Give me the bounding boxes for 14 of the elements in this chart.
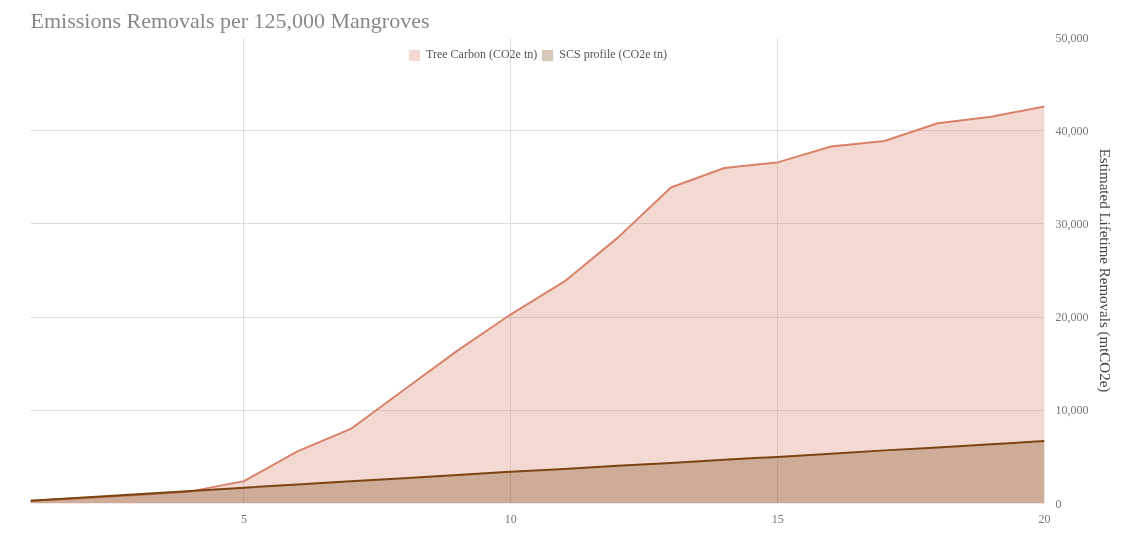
y-tick-label: 10,000: [1055, 403, 1089, 418]
x-tick-label: 20: [1038, 511, 1051, 526]
legend-label: SCS profile (CO2e tn): [559, 47, 667, 62]
x-tick-label: 5: [240, 511, 247, 526]
y-tick-label: 50,000: [1055, 30, 1089, 45]
y-tick-label: 20,000: [1055, 310, 1089, 325]
y-tick-label: 30,000: [1055, 216, 1089, 231]
legend-label: Tree Carbon (CO2e tn): [426, 47, 538, 62]
x-tick-label: 15: [771, 511, 784, 526]
y-tick-label: 40,000: [1055, 123, 1089, 138]
y2-axis-title: Estimated Lifetime Removals (mtCO2e): [1095, 148, 1113, 393]
chart-title: Emissions Removals per 125,000 Mangroves: [30, 7, 430, 33]
x-tick-label: 10: [504, 511, 517, 526]
y-tick-label: 0: [1055, 496, 1062, 511]
